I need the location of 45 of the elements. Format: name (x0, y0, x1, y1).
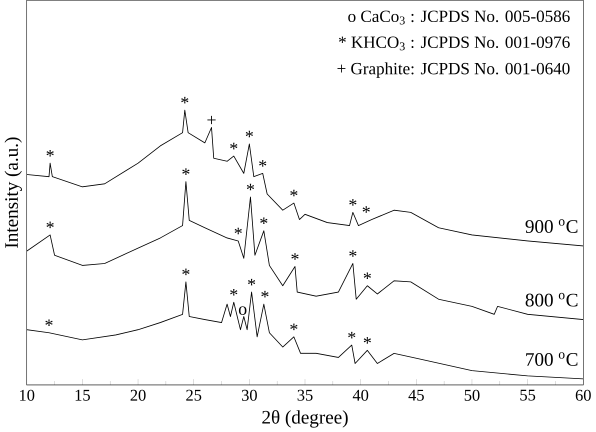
annotation: * (364, 272, 371, 279)
annotation: * (291, 253, 299, 260)
annotation: + (207, 116, 216, 124)
annotation: * (261, 290, 269, 298)
x-tick-label: 30 (242, 390, 257, 401)
annotation: * (246, 130, 253, 138)
annotation: * (46, 150, 54, 156)
annotation: * (45, 319, 53, 326)
x-tick-label: 35 (298, 390, 313, 401)
series-label: 900 $^{o}$C (526, 219, 578, 233)
x-tick-label: 25 (186, 390, 202, 401)
x-tick-label: 15 (76, 390, 90, 401)
x-tick-label: 45 (408, 390, 424, 401)
y-axis-title: Intensity (a.u.) (4, 137, 22, 248)
x-axis-title: 2θ (degree) (262, 410, 348, 428)
annotation: * (259, 160, 266, 167)
series-label: 800 $^{o}$C (526, 292, 578, 306)
annotation: * (230, 142, 238, 150)
annotation: * (246, 184, 254, 190)
annotation: * (248, 278, 256, 286)
x-tick-label: 40 (352, 390, 368, 401)
text: + Graphite: JCPDS No. 001-0640 (337, 62, 570, 78)
x-tick-label: 60 (576, 390, 591, 401)
annotation: * (260, 217, 268, 224)
x-tick-label: 20 (130, 390, 146, 401)
annotation: * (290, 324, 298, 330)
text: o CaCo$_{3}$ : JCPDS No. 005-0586 (348, 10, 570, 24)
annotation: * (182, 168, 190, 175)
annotation: * (181, 96, 188, 104)
annotation: o (238, 306, 246, 315)
annotation: * (364, 336, 371, 344)
annotation: * (290, 190, 298, 196)
annotation: * (348, 332, 356, 338)
annotation: * (182, 268, 190, 276)
annotation: * (362, 206, 370, 213)
x-tick-label: 55 (520, 390, 536, 401)
annotation: * (349, 199, 356, 206)
x-tick-label: 50 (464, 390, 480, 401)
series-label: 700 $^{o}$C (526, 352, 578, 366)
annotation: * (230, 288, 238, 296)
text: * KHCO$_{3}$ : JCPDS No. 001-0976 (338, 36, 570, 50)
annotation: * (46, 222, 54, 228)
annotation: * (349, 250, 356, 257)
annotation: * (234, 228, 242, 234)
x-tick-label: 10 (20, 390, 34, 401)
